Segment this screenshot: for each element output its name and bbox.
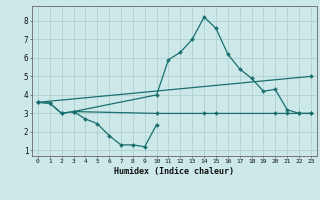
X-axis label: Humidex (Indice chaleur): Humidex (Indice chaleur) — [115, 167, 234, 176]
